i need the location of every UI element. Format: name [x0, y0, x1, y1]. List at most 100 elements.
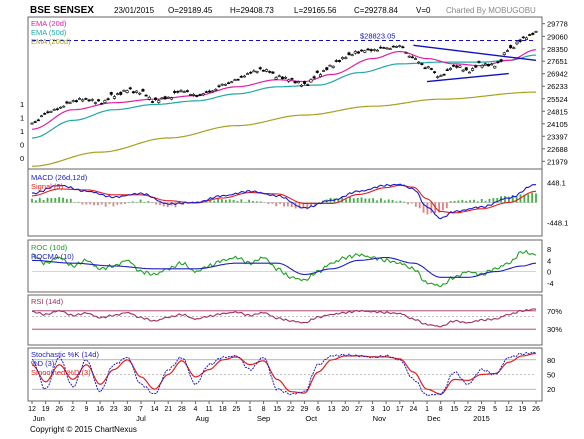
price-candle-body	[499, 59, 503, 62]
stoch-legend-entry-0: Stochastic %K (14d)	[31, 350, 99, 359]
stoch-legend-entry-2: Smoothed %D (3)	[31, 368, 91, 377]
macd-histogram-bar	[85, 202, 88, 205]
macd-histogram-bar	[267, 202, 270, 205]
x-month-label-5: Nov	[373, 414, 387, 423]
charted-by-label: Charted By MOBUGOBU	[446, 6, 536, 15]
price-candle-body	[461, 69, 465, 72]
price-candle-body	[341, 57, 345, 60]
macd-histogram-bar	[422, 202, 425, 213]
price-candle-body	[71, 100, 75, 102]
macd-legend-entry-1: Signal (9)	[31, 182, 64, 191]
macd-histogram-bar	[461, 199, 464, 203]
price-y-tick-label-5: 26233	[547, 82, 568, 91]
price-candle-body	[223, 83, 227, 86]
price-candle-body	[458, 65, 462, 68]
header-high: H=29408.73	[230, 6, 274, 15]
macd-histogram-bar	[244, 201, 247, 203]
macd-histogram-bar	[368, 198, 371, 203]
price-candle-body	[369, 49, 373, 52]
macd-histogram-bar	[228, 199, 231, 203]
price-candle-body	[433, 71, 437, 73]
price-candle-body	[404, 52, 408, 54]
stoch-d-line	[31, 352, 537, 395]
price-legend-entry-1: EMA (50d)	[31, 28, 67, 37]
price-candle-body	[211, 90, 215, 93]
macd-histogram-bar	[89, 202, 92, 205]
stochastic-panel: 80 50 20 Stochastic %K (14d)%D (3)Smoothed …	[31, 350, 555, 397]
macd-histogram-bar	[426, 202, 429, 215]
rsi-line	[31, 308, 537, 328]
macd-histogram-bar	[81, 202, 84, 205]
rsi-y-tick-label-1: 30%	[547, 325, 562, 334]
price-candle-body	[65, 101, 69, 104]
price-candle-body	[512, 47, 516, 50]
price-candle-body	[322, 70, 326, 72]
price-annotation-label: $28823.05	[360, 32, 395, 41]
price-candle-body	[59, 106, 63, 109]
macd-histogram-bar	[155, 202, 157, 205]
price-candle-body	[306, 84, 310, 86]
price-candle-body	[157, 100, 161, 103]
price-candle-body	[185, 90, 189, 92]
price-y-tick-label-11: 21979	[547, 157, 568, 166]
macd-histogram-bar	[104, 202, 107, 207]
macd-histogram-bar	[457, 200, 460, 203]
price-candle-body	[100, 102, 104, 105]
price-candle-body	[131, 91, 135, 94]
x-tick-label-25: 3	[371, 406, 375, 413]
macd-histogram-bar	[54, 198, 57, 203]
price-candle-body	[439, 75, 443, 77]
x-month-label-3: Sep	[257, 414, 270, 423]
x-tick-label-6: 23	[110, 406, 118, 413]
macd-histogram-bar	[492, 198, 495, 203]
price-candle-body	[90, 99, 94, 101]
price-candle-body	[483, 63, 487, 66]
macd-panel-frame	[27, 168, 543, 237]
price-legend-entry-0: EMA (20d)	[31, 19, 67, 28]
macd-histogram-bar	[279, 202, 282, 205]
macd-histogram-bar	[438, 202, 440, 213]
macd-histogram-bar	[259, 201, 262, 203]
price-y-tick-label-2: 28350	[547, 45, 568, 54]
price-candle-body	[398, 45, 402, 48]
macd-histogram-bar	[205, 201, 208, 203]
x-tick-label-2: 26	[55, 406, 63, 413]
stoch-k-line	[31, 351, 537, 397]
roc-y-tick-label-3: -4	[547, 279, 554, 288]
price-candle-body	[87, 99, 91, 102]
price-candle-body	[274, 77, 278, 80]
macd-histogram-bar	[449, 201, 452, 203]
x-tick-label-34: 5	[493, 406, 497, 413]
price-candle-body	[318, 74, 322, 78]
macd-histogram-bar	[283, 202, 285, 207]
price-y-tick-label-0: 29778	[547, 20, 568, 29]
macd-histogram-bar	[128, 202, 130, 203]
x-tick-label-14: 18	[219, 406, 227, 413]
price-candle-body	[128, 87, 132, 90]
price-candle-body	[379, 46, 383, 49]
macd-histogram-bar	[414, 202, 417, 207]
price-candle-body	[93, 102, 97, 104]
roc-line	[31, 249, 537, 287]
macd-histogram-bar	[162, 202, 165, 207]
price-candle-body	[376, 49, 380, 52]
macd-histogram-bar	[248, 199, 251, 203]
x-month-label-2: Aug	[196, 414, 209, 423]
price-candle-body	[280, 76, 284, 79]
price-candle-body	[268, 71, 272, 73]
price-candle-body	[78, 98, 82, 100]
macd-y-tick-label-1: -448.1	[547, 219, 568, 228]
macd-histogram-bar	[143, 202, 146, 203]
macd-histogram-bar	[360, 197, 363, 203]
price-candle-body	[471, 68, 475, 71]
macd-histogram-bar	[407, 202, 409, 205]
macd-histogram-bar	[31, 198, 33, 203]
macd-histogram-bar	[442, 202, 444, 211]
header-open: O=29189.45	[168, 6, 213, 15]
macd-histogram-bar	[445, 202, 448, 209]
rocma-line	[32, 256, 537, 278]
macd-histogram-bar	[34, 200, 37, 203]
price-candle-body	[30, 122, 34, 125]
x-tick-label-7: 30	[123, 406, 131, 413]
macd-histogram-bar	[209, 198, 212, 203]
